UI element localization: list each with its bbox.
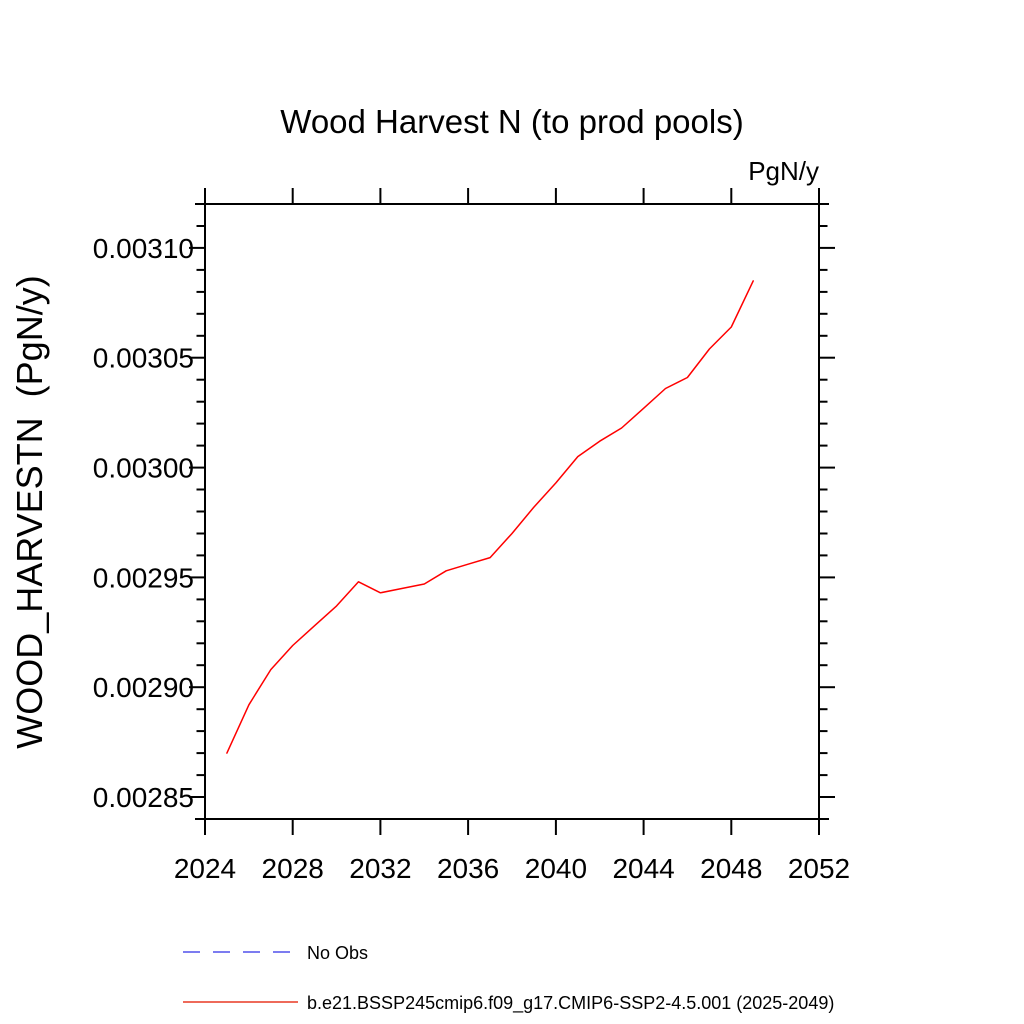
y-tick-label: 0.00305 bbox=[93, 343, 194, 374]
units-label: PgN/y bbox=[748, 156, 819, 186]
x-tick-label: 2040 bbox=[525, 853, 587, 884]
legend-noobs-label: No Obs bbox=[307, 943, 368, 963]
x-tick-label: 2032 bbox=[349, 853, 411, 884]
y-axis-title: WOOD_HARVESTN (PgN/y) bbox=[9, 275, 50, 748]
x-tick-label: 2048 bbox=[700, 853, 762, 884]
data-series bbox=[226, 280, 754, 754]
y-tick-label: 0.00300 bbox=[93, 453, 194, 484]
axis-ticks bbox=[189, 188, 835, 835]
y-tick-label: 0.00290 bbox=[93, 672, 194, 703]
legend-model-label: b.e21.BSSP245cmip6.f09_g17.CMIP6-SSP2-4.… bbox=[307, 993, 834, 1014]
x-tick-label: 2044 bbox=[612, 853, 674, 884]
plot-frame bbox=[204, 203, 820, 820]
y-tick-label: 0.00285 bbox=[93, 782, 194, 813]
x-tick-label: 2052 bbox=[788, 853, 850, 884]
y-tick-label: 0.00310 bbox=[93, 233, 194, 264]
model-series-line bbox=[226, 280, 754, 754]
x-tick-label: 2028 bbox=[262, 853, 324, 884]
y-tick-label: 0.00295 bbox=[93, 562, 194, 593]
axis-tick-labels: 2024 2028 2032 2036 2040 2044 2048 2052 0.00285 0… bbox=[93, 233, 850, 884]
chart-title: Wood Harvest N (to prod pools) bbox=[280, 103, 743, 140]
x-tick-label: 2024 bbox=[174, 853, 236, 884]
x-tick-label: 2036 bbox=[437, 853, 499, 884]
legend: No Obs b.e21.BSSP245cmip6.f09_g17.CMIP6-… bbox=[183, 943, 834, 1014]
